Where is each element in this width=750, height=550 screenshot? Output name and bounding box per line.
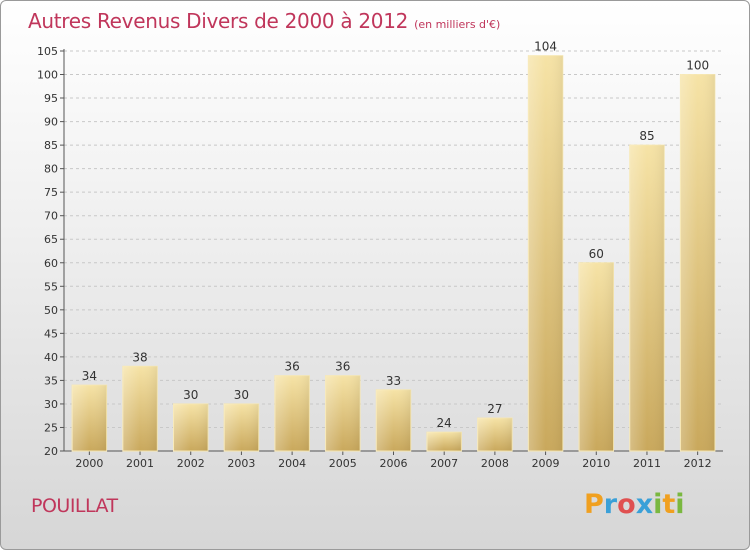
bar-sheen bbox=[224, 403, 259, 451]
x-tick-label: 2012 bbox=[684, 457, 712, 470]
x-tick-label: 2003 bbox=[227, 457, 255, 470]
bar-sheen bbox=[173, 403, 208, 451]
data-label: 30 bbox=[183, 388, 198, 402]
x-tick-label: 2004 bbox=[278, 457, 306, 470]
bar-sheen bbox=[274, 375, 310, 451]
data-label: 36 bbox=[284, 360, 299, 374]
bar-sheen bbox=[122, 366, 158, 451]
data-label: 34 bbox=[82, 369, 97, 383]
x-tick-label: 2002 bbox=[177, 457, 205, 470]
data-label: 36 bbox=[335, 360, 350, 374]
logo-letter: t bbox=[662, 489, 676, 520]
bar-sheen bbox=[477, 418, 513, 451]
y-tick-label: 90 bbox=[44, 116, 58, 129]
commune-name: POUILLAT bbox=[31, 495, 118, 517]
logo-letter: P bbox=[584, 489, 604, 520]
data-label: 30 bbox=[234, 388, 249, 402]
y-tick-label: 40 bbox=[44, 351, 58, 364]
y-tick-label: 55 bbox=[44, 280, 58, 293]
data-label: 24 bbox=[437, 416, 452, 430]
x-tick-label: 2009 bbox=[532, 457, 560, 470]
x-tick-label: 2001 bbox=[126, 457, 154, 470]
bar-sheen bbox=[629, 145, 665, 451]
chart-title-main: Autres Revenus Divers de 2000 à 2012 bbox=[28, 9, 409, 33]
data-label: 33 bbox=[386, 374, 401, 388]
y-tick-label: 70 bbox=[44, 210, 58, 223]
data-label: 27 bbox=[487, 402, 502, 416]
y-tick-label: 95 bbox=[44, 92, 58, 105]
bar-sheen bbox=[426, 432, 462, 451]
y-tick-label: 60 bbox=[44, 257, 58, 270]
y-tick-label: 35 bbox=[44, 374, 58, 387]
y-tick-label: 75 bbox=[44, 186, 58, 199]
y-tick-label: 100 bbox=[37, 69, 58, 82]
bar-sheen bbox=[680, 74, 715, 451]
data-label: 100 bbox=[686, 59, 709, 73]
x-tick-label: 2008 bbox=[481, 457, 509, 470]
bars bbox=[71, 55, 716, 452]
data-label: 104 bbox=[534, 40, 557, 54]
x-tick-label: 2006 bbox=[380, 457, 408, 470]
y-tick-label: 45 bbox=[44, 327, 58, 340]
y-tick-label: 30 bbox=[44, 398, 58, 411]
logo-letter: x bbox=[635, 489, 654, 520]
x-tick-label: 2011 bbox=[633, 457, 661, 470]
data-label: 60 bbox=[589, 247, 604, 261]
y-tick-label: 65 bbox=[44, 233, 58, 246]
y-tick-label: 85 bbox=[44, 139, 58, 152]
logo-letter: i bbox=[675, 489, 685, 520]
logo-letter: i bbox=[653, 489, 663, 520]
bar-sheen bbox=[528, 55, 563, 452]
bar-sheen bbox=[325, 375, 361, 451]
logo-letter: o bbox=[617, 489, 636, 520]
data-label: 85 bbox=[639, 129, 654, 143]
x-tick-label: 2007 bbox=[430, 457, 458, 470]
bar-sheen bbox=[72, 385, 107, 451]
y-tick-label: 50 bbox=[44, 304, 58, 317]
y-tick-label: 105 bbox=[37, 45, 58, 58]
logo-letter: r bbox=[603, 489, 618, 520]
x-tick-label: 2005 bbox=[329, 457, 357, 470]
x-tick-label: 2010 bbox=[582, 457, 610, 470]
chart-title: Autres Revenus Divers de 2000 à 2012 (en … bbox=[28, 9, 500, 33]
proxiti-logo: Proxiti bbox=[584, 489, 685, 520]
data-label: 38 bbox=[132, 350, 147, 364]
y-tick-label: 80 bbox=[44, 163, 58, 176]
bar-sheen bbox=[579, 262, 614, 451]
y-tick-label: 20 bbox=[44, 445, 58, 458]
bar-sheen bbox=[376, 389, 411, 451]
data-labels: 34 38 30 30 36 36 33 24 27 104 60 85 100 bbox=[82, 40, 709, 430]
chart-subtitle: (en milliers d'€) bbox=[414, 18, 501, 31]
y-tick-label: 25 bbox=[44, 421, 58, 434]
x-tick-label: 2000 bbox=[75, 457, 103, 470]
